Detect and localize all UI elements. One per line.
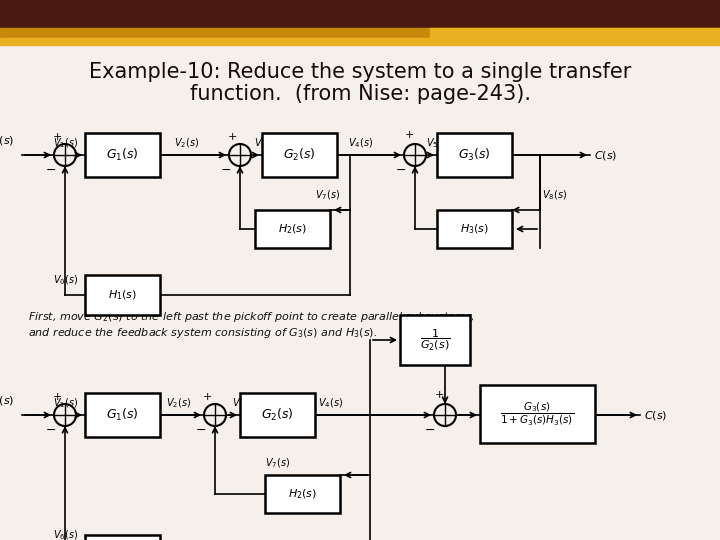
- Text: $V_4(s)$: $V_4(s)$: [348, 137, 373, 150]
- Text: First, move $G_2(s)$ to the left past the pickoff point to create parallel subsy: First, move $G_2(s)$ to the left past th…: [28, 310, 475, 324]
- Bar: [85, 393, 160, 437]
- Text: $H_3(s)$: $H_3(s)$: [460, 222, 489, 236]
- Text: $R(s)$: $R(s)$: [0, 134, 14, 147]
- Bar: [0, 38, 430, 45]
- Text: $V_3(s)$: $V_3(s)$: [254, 137, 279, 150]
- Text: $H_2(s)$: $H_2(s)$: [288, 487, 317, 501]
- Text: $G_3(s)$: $G_3(s)$: [458, 147, 491, 163]
- Text: $-$: $-$: [45, 423, 57, 436]
- Text: $V_2(s)$: $V_2(s)$: [174, 137, 199, 150]
- Text: function.  (from Nise: page-243).: function. (from Nise: page-243).: [189, 84, 531, 104]
- Text: and reduce the feedback system consisting of $G_3(s)$ and $H_3(s)$.: and reduce the feedback system consistin…: [28, 326, 377, 340]
- Bar: [480, 385, 595, 443]
- Text: $V_1(s)$: $V_1(s)$: [53, 137, 78, 150]
- Text: $V_6(s)$: $V_6(s)$: [53, 528, 78, 540]
- Text: +: +: [228, 132, 237, 142]
- Text: +: +: [434, 390, 444, 400]
- Bar: [85, 535, 160, 540]
- Text: +: +: [53, 392, 62, 402]
- Bar: [262, 133, 337, 177]
- Bar: [437, 133, 512, 177]
- Bar: [240, 393, 315, 437]
- Bar: [265, 475, 340, 513]
- Bar: [400, 315, 470, 365]
- Text: $H_2(s)$: $H_2(s)$: [278, 222, 307, 236]
- Text: $V_8(s)$: $V_8(s)$: [542, 188, 567, 202]
- Text: $V_5(s)$: $V_5(s)$: [426, 137, 451, 150]
- Text: $-$: $-$: [220, 163, 232, 176]
- Bar: [0, 0, 720, 28]
- Text: $-$: $-$: [424, 423, 436, 436]
- Text: +: +: [202, 392, 212, 402]
- Text: $R(s)$: $R(s)$: [0, 394, 14, 407]
- Text: $V_1(s)$: $V_1(s)$: [53, 396, 78, 410]
- Text: $G_1(s)$: $G_1(s)$: [106, 407, 139, 423]
- Text: $V_3(s)$: $V_3(s)$: [232, 396, 257, 410]
- Text: +: +: [53, 132, 62, 142]
- Bar: [85, 133, 160, 177]
- Text: +: +: [405, 130, 414, 140]
- Text: $\dfrac{1}{G_2(s)}$: $\dfrac{1}{G_2(s)}$: [420, 327, 450, 353]
- Text: $-$: $-$: [395, 163, 407, 176]
- Text: $H_1(s)$: $H_1(s)$: [108, 288, 137, 302]
- Text: Example-10: Reduce the system to a single transfer: Example-10: Reduce the system to a singl…: [89, 62, 631, 82]
- Text: $G_2(s)$: $G_2(s)$: [283, 147, 316, 163]
- Text: $V_0(s)$: $V_0(s)$: [53, 273, 78, 287]
- Bar: [0, 28, 720, 38]
- Text: $V_7(s)$: $V_7(s)$: [315, 188, 340, 202]
- Bar: [255, 210, 330, 248]
- Text: $G_2(s)$: $G_2(s)$: [261, 407, 294, 423]
- Bar: [430, 28, 720, 45]
- Bar: [85, 275, 160, 315]
- Text: $C(s)$: $C(s)$: [644, 408, 667, 422]
- Text: $-$: $-$: [45, 163, 57, 176]
- Text: $\dfrac{G_3(s)}{1+G_3(s)H_3(s)}$: $\dfrac{G_3(s)}{1+G_3(s)H_3(s)}$: [500, 401, 575, 428]
- Bar: [437, 210, 512, 248]
- Text: $V_2(s)$: $V_2(s)$: [166, 396, 191, 410]
- Text: $V_7(s)$: $V_7(s)$: [265, 456, 290, 470]
- Text: $C(s)$: $C(s)$: [594, 148, 617, 161]
- Text: $V_4(s)$: $V_4(s)$: [318, 396, 343, 410]
- Text: $G_1(s)$: $G_1(s)$: [106, 147, 139, 163]
- Text: $-$: $-$: [195, 423, 207, 436]
